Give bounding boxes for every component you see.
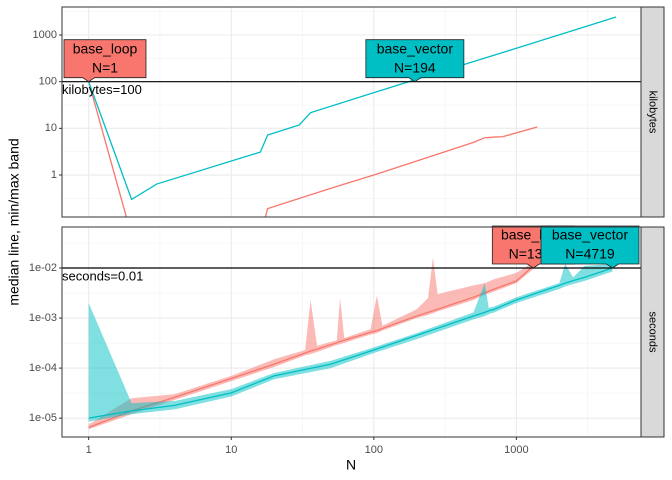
y-tick-label: 1 bbox=[51, 169, 57, 181]
label-box bbox=[63, 39, 147, 83]
reference-label: seconds=0.01 bbox=[62, 268, 143, 283]
reference-label: kilobytes=100 bbox=[62, 82, 142, 97]
label-n: N=4719 bbox=[565, 246, 615, 262]
strip-label: kilobytes bbox=[647, 91, 659, 134]
strip bbox=[640, 226, 665, 438]
y-tick-label: 1000 bbox=[33, 29, 57, 41]
y-tick-label: 1e-05 bbox=[29, 412, 57, 424]
x-tick-label: 10 bbox=[225, 444, 237, 456]
x-tick-label: 1000 bbox=[504, 444, 528, 456]
label-n: N=1 bbox=[92, 59, 118, 75]
median-line bbox=[88, 81, 538, 217]
y-tick-label: 1e-04 bbox=[29, 362, 57, 374]
label-name: base_vector bbox=[552, 227, 629, 243]
strip bbox=[640, 6, 665, 218]
label-name: base_vector bbox=[377, 40, 454, 56]
y-axis-title: median line, min/max band bbox=[6, 138, 22, 305]
median-line bbox=[88, 265, 534, 429]
plot-area bbox=[88, 16, 617, 217]
y-tick-label: 1e-03 bbox=[29, 312, 57, 324]
y-tick-label: 1e-02 bbox=[29, 262, 57, 274]
label-n: N=194 bbox=[394, 59, 436, 75]
median-line bbox=[88, 16, 617, 201]
y-tick-label: 10 bbox=[45, 122, 57, 134]
plot-area bbox=[88, 257, 613, 430]
label-box bbox=[365, 39, 465, 83]
range-band bbox=[88, 257, 534, 430]
y-tick-label: 100 bbox=[39, 76, 57, 88]
x-axis-title: N bbox=[346, 457, 356, 473]
label-name: base_loop bbox=[73, 40, 138, 56]
label-box bbox=[540, 225, 640, 269]
panel-background bbox=[62, 7, 641, 217]
median-line bbox=[88, 267, 613, 419]
range-band bbox=[88, 264, 613, 422]
x-tick-label: 100 bbox=[365, 444, 383, 456]
strip-label: seconds bbox=[647, 312, 659, 353]
x-tick-label: 1 bbox=[86, 444, 92, 456]
